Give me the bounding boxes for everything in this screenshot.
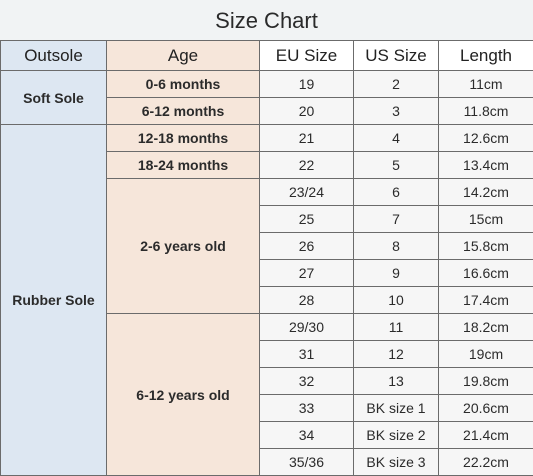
age-cell: 2-6 years old	[106, 178, 260, 314]
length-cell: 20.6cm	[438, 394, 533, 422]
us-size-cell: BK size 3	[353, 448, 439, 476]
header-length: Length	[438, 40, 533, 71]
table-row: 33 BK size 1 20.6cm	[1, 394, 533, 422]
us-size-cell: BK size 1	[353, 394, 439, 422]
eu-size-cell: 32	[259, 367, 354, 395]
us-size-cell: 11	[353, 313, 439, 341]
eu-size-cell: 26	[259, 232, 354, 260]
table-row: 2-6 years old 23/24 6 14.2cm	[1, 178, 533, 314]
age-cell: 18-24 months	[106, 151, 260, 179]
age-cell: 6-12 months	[106, 97, 260, 125]
table-row: 32 13 19.8cm	[1, 367, 533, 395]
us-size-cell: 2	[353, 70, 439, 98]
eu-size-cell: 22	[259, 151, 354, 179]
eu-size-cell: 29/30	[259, 313, 354, 341]
table-row: Soft Sole 0-6 months 19 2 11cm	[0, 70, 533, 125]
us-size-cell: 5	[353, 151, 439, 179]
table-row: 27 9 16.6cm	[1, 259, 533, 287]
us-size-cell: 13	[353, 367, 439, 395]
eu-size-cell: 20	[259, 97, 354, 125]
us-size-cell: 4	[353, 124, 439, 152]
table-row: Rubber Sole 12-18 months 21 4 12.6cm	[0, 124, 533, 476]
length-cell: 15.8cm	[438, 232, 533, 260]
outsole-cell: Rubber Sole	[0, 124, 107, 476]
header-age: Age	[106, 40, 260, 71]
us-size-cell: 6	[353, 178, 439, 206]
header-us-size: US Size	[353, 40, 439, 71]
eu-size-cell: 19	[259, 70, 354, 98]
eu-size-cell: 33	[259, 394, 354, 422]
eu-size-cell: 35/36	[259, 448, 354, 476]
us-size-cell: 3	[353, 97, 439, 125]
table-row: 6-12 months 20 3 11.8cm	[1, 97, 533, 125]
length-cell: 13.4cm	[438, 151, 533, 179]
length-cell: 19cm	[438, 340, 533, 368]
length-cell: 16.6cm	[438, 259, 533, 287]
table-row: 35/36 BK size 3 22.2cm	[1, 448, 533, 476]
eu-size-cell: 23/24	[259, 178, 354, 206]
header-outsole: Outsole	[0, 40, 107, 71]
us-size-cell: 12	[353, 340, 439, 368]
length-cell: 11.8cm	[438, 97, 533, 125]
length-cell: 21.4cm	[438, 421, 533, 449]
length-cell: 18.2cm	[438, 313, 533, 341]
eu-size-cell: 25	[259, 205, 354, 233]
outsole-cell: Soft Sole	[0, 70, 107, 125]
eu-size-cell: 34	[259, 421, 354, 449]
table-row: 6-12 years old 29/30 11 18.2cm	[1, 313, 533, 476]
header-eu-size: EU Size	[259, 40, 354, 71]
length-cell: 12.6cm	[438, 124, 533, 152]
age-cell: 6-12 years old	[106, 313, 260, 476]
header-row: Outsole Age EU Size US Size Length	[0, 40, 533, 71]
length-cell: 22.2cm	[438, 448, 533, 476]
age-cell: 12-18 months	[106, 124, 260, 152]
us-size-cell: 10	[353, 286, 439, 314]
length-cell: 19.8cm	[438, 367, 533, 395]
table-row: 18-24 months 22 5 13.4cm	[1, 151, 533, 179]
length-cell: 11cm	[438, 70, 533, 98]
length-cell: 14.2cm	[438, 178, 533, 206]
eu-size-cell: 21	[259, 124, 354, 152]
us-size-cell: 9	[353, 259, 439, 287]
us-size-cell: 7	[353, 205, 439, 233]
eu-size-cell: 28	[259, 286, 354, 314]
table-row: 26 8 15.8cm	[1, 232, 533, 260]
age-cell: 0-6 months	[106, 70, 260, 98]
table-row: 25 7 15cm	[1, 205, 533, 233]
us-size-cell: 8	[353, 232, 439, 260]
eu-size-cell: 31	[259, 340, 354, 368]
length-cell: 15cm	[438, 205, 533, 233]
length-cell: 17.4cm	[438, 286, 533, 314]
us-size-cell: BK size 2	[353, 421, 439, 449]
eu-size-cell: 27	[259, 259, 354, 287]
table-row: 34 BK size 2 21.4cm	[1, 421, 533, 449]
page-title: Size Chart	[215, 8, 318, 33]
table-row: 28 10 17.4cm	[1, 286, 533, 314]
size-chart-table: Outsole Age EU Size US Size Length Soft …	[0, 40, 533, 476]
